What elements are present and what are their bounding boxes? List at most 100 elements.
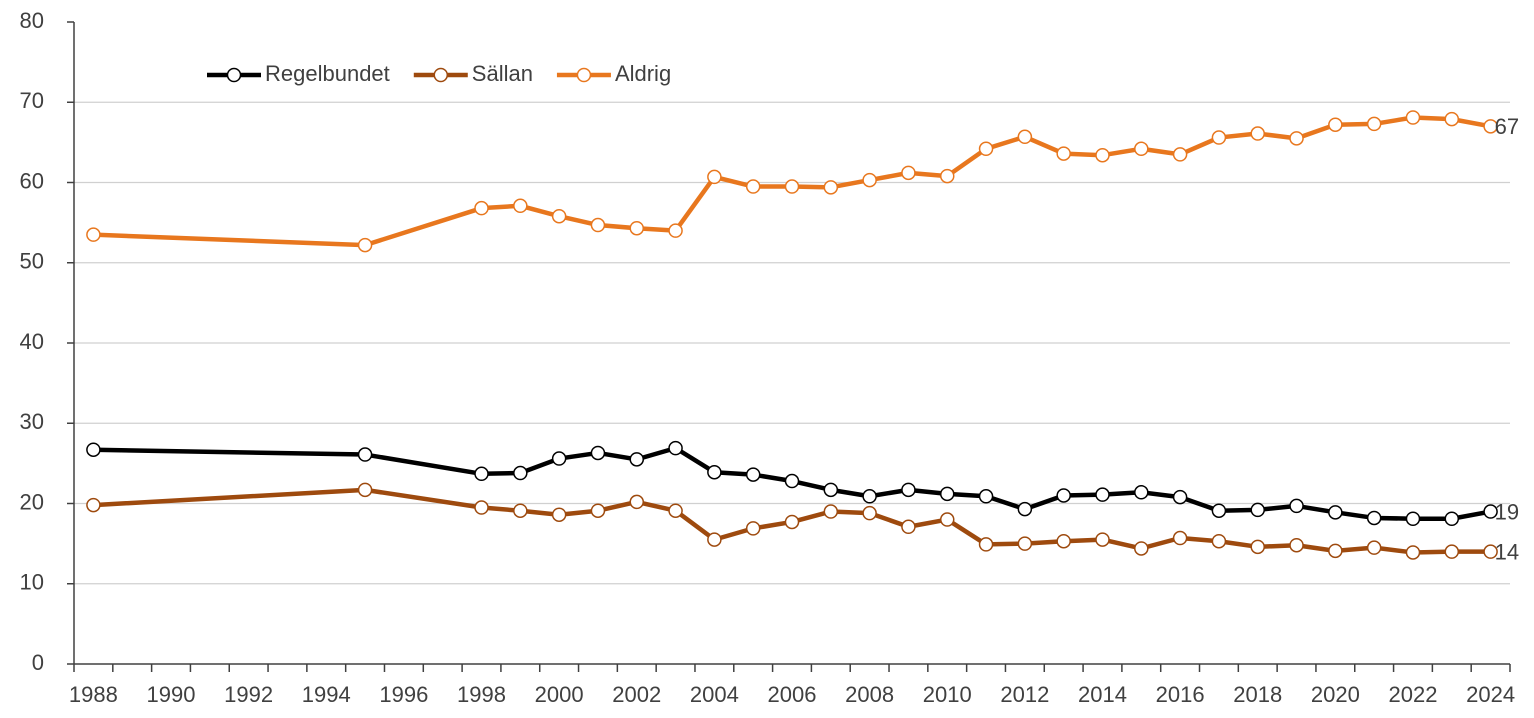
x-tick-label: 2000 (535, 682, 584, 707)
point-marker (590, 445, 606, 461)
x-tick-label: 2016 (1156, 682, 1205, 707)
point-marker (1211, 533, 1227, 549)
point-marker (1405, 545, 1421, 560)
point-marker (1172, 530, 1188, 546)
point-marker (668, 503, 683, 518)
point-marker (1134, 141, 1149, 157)
point-marker (1134, 541, 1149, 556)
end-value-label: 67 (1495, 114, 1519, 139)
y-tick-label: 60 (20, 168, 44, 193)
point-marker (1095, 487, 1110, 502)
point-marker (551, 208, 567, 224)
y-tick-label: 50 (20, 249, 44, 274)
point-marker (978, 537, 994, 552)
point-marker (513, 198, 528, 214)
point-marker (1017, 501, 1033, 517)
x-tick-label: 2010 (923, 682, 972, 707)
y-tick-label: 10 (20, 570, 44, 595)
point-marker (86, 442, 101, 457)
point-marker (474, 466, 489, 482)
x-tick-label: 2018 (1233, 682, 1282, 707)
point-marker (551, 507, 567, 522)
point-marker (901, 165, 916, 181)
point-marker (784, 179, 800, 194)
point-marker (1056, 488, 1071, 503)
point-marker (629, 220, 645, 236)
point-marker (784, 514, 800, 530)
x-tick-label: 1998 (457, 682, 506, 707)
point-marker (474, 500, 489, 515)
x-tick-label: 2006 (768, 682, 817, 707)
y-tick-label: 80 (20, 8, 44, 33)
point-marker (1211, 503, 1227, 518)
point-marker (590, 503, 606, 518)
point-marker (1328, 505, 1343, 520)
point-marker (1444, 111, 1460, 127)
point-marker (707, 464, 722, 480)
legend-marker (226, 67, 242, 83)
point-marker (745, 521, 761, 536)
point-marker (1095, 147, 1110, 163)
point-marker (513, 465, 528, 481)
point-marker (1056, 533, 1071, 549)
point-marker (668, 440, 683, 456)
point-marker (901, 482, 916, 498)
legend-label: Aldrig (615, 61, 671, 86)
y-tick-label: 70 (20, 88, 44, 113)
x-tick-label: 1996 (379, 682, 428, 707)
point-marker (1017, 536, 1033, 551)
point-marker (629, 494, 645, 510)
x-tick-label: 2014 (1078, 682, 1127, 707)
point-marker (357, 237, 373, 253)
point-marker (1444, 511, 1460, 526)
point-marker (745, 467, 761, 482)
point-marker (1405, 110, 1421, 125)
point-marker (1017, 129, 1033, 145)
point-marker (823, 482, 839, 498)
point-marker (939, 486, 955, 502)
point-marker (823, 504, 839, 519)
point-marker (939, 512, 955, 527)
point-marker (1289, 498, 1304, 514)
point-marker (629, 452, 645, 467)
point-marker (551, 451, 567, 466)
point-marker (86, 227, 101, 242)
point-marker (1211, 130, 1227, 145)
y-tick-label: 30 (20, 409, 44, 434)
point-marker (939, 168, 955, 184)
x-tick-label: 2008 (845, 682, 894, 707)
x-tick-label: 1990 (147, 682, 196, 707)
point-marker (901, 519, 916, 535)
legend-marker (433, 67, 449, 83)
point-marker (1250, 539, 1265, 555)
x-tick-label: 2002 (612, 682, 661, 707)
point-marker (823, 180, 839, 195)
point-marker (978, 141, 994, 157)
point-marker (1250, 126, 1265, 141)
point-marker (1366, 116, 1382, 132)
point-marker (357, 447, 373, 462)
y-tick-label: 20 (20, 489, 44, 514)
point-marker (1172, 147, 1188, 162)
x-tick-label: 1988 (69, 682, 118, 707)
point-marker (474, 200, 489, 216)
point-marker (978, 489, 994, 504)
point-marker (784, 473, 800, 489)
point-marker (745, 179, 761, 194)
point-marker (1444, 544, 1460, 559)
y-tick-label: 0 (32, 650, 44, 675)
x-tick-label: 2004 (690, 682, 739, 707)
point-marker (1483, 504, 1498, 519)
point-marker (1366, 540, 1382, 555)
point-marker (707, 169, 722, 185)
point-marker (1172, 489, 1188, 505)
end-value-label: 19 (1495, 499, 1519, 524)
point-marker (1483, 544, 1498, 559)
point-marker (1328, 543, 1343, 559)
legend-label: Regelbundet (265, 61, 390, 86)
point-marker (1250, 502, 1265, 518)
point-marker (1095, 532, 1110, 547)
point-marker (668, 223, 683, 238)
point-marker (513, 503, 528, 518)
y-tick-label: 40 (20, 329, 44, 354)
